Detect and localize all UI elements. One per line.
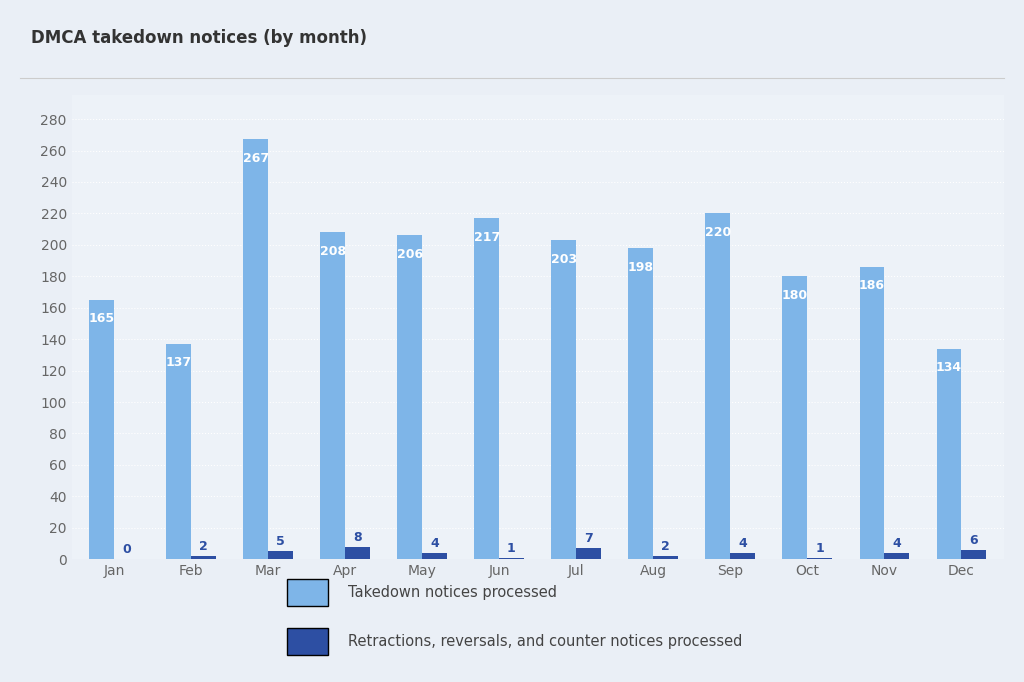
Bar bbox=[730, 553, 755, 559]
Bar bbox=[577, 548, 601, 559]
FancyBboxPatch shape bbox=[287, 579, 328, 606]
Bar bbox=[859, 267, 884, 559]
Text: 2: 2 bbox=[662, 540, 670, 553]
Text: Retractions, reversals, and counter notices processed: Retractions, reversals, and counter noti… bbox=[348, 634, 742, 649]
Text: 267: 267 bbox=[243, 152, 269, 165]
Text: 6: 6 bbox=[969, 533, 978, 547]
Text: 7: 7 bbox=[584, 532, 593, 545]
Text: 4: 4 bbox=[892, 537, 901, 550]
Text: DMCA takedown notices (by month): DMCA takedown notices (by month) bbox=[31, 29, 367, 46]
Text: 5: 5 bbox=[276, 535, 285, 548]
Bar bbox=[629, 248, 653, 559]
Bar bbox=[89, 300, 114, 559]
Text: 198: 198 bbox=[628, 261, 653, 273]
Text: 208: 208 bbox=[319, 245, 346, 258]
Bar bbox=[884, 553, 908, 559]
Bar bbox=[191, 556, 216, 559]
Text: 165: 165 bbox=[89, 312, 115, 325]
Bar bbox=[244, 140, 268, 559]
Text: 180: 180 bbox=[781, 289, 808, 302]
Text: 137: 137 bbox=[166, 357, 191, 370]
Bar bbox=[782, 276, 807, 559]
FancyBboxPatch shape bbox=[287, 628, 328, 655]
Bar bbox=[706, 213, 730, 559]
Bar bbox=[499, 558, 523, 559]
Text: 1: 1 bbox=[507, 542, 516, 554]
Text: 186: 186 bbox=[859, 280, 885, 293]
Text: 0: 0 bbox=[122, 543, 131, 556]
Bar bbox=[422, 553, 446, 559]
Text: 2: 2 bbox=[199, 540, 208, 553]
Bar bbox=[268, 551, 293, 559]
Text: 206: 206 bbox=[396, 248, 423, 261]
Text: 134: 134 bbox=[936, 361, 962, 374]
Text: 203: 203 bbox=[551, 253, 577, 266]
Bar bbox=[552, 240, 577, 559]
Bar bbox=[653, 556, 678, 559]
Bar bbox=[167, 344, 191, 559]
Bar bbox=[937, 349, 962, 559]
Bar bbox=[474, 218, 499, 559]
Text: 220: 220 bbox=[705, 226, 731, 239]
Bar bbox=[321, 233, 345, 559]
Text: 1: 1 bbox=[815, 542, 824, 554]
Bar bbox=[345, 547, 370, 559]
Text: Takedown notices processed: Takedown notices processed bbox=[348, 585, 557, 600]
Text: 217: 217 bbox=[474, 231, 500, 243]
Text: 4: 4 bbox=[738, 537, 746, 550]
Bar bbox=[397, 235, 422, 559]
Text: 4: 4 bbox=[430, 537, 438, 550]
Bar bbox=[807, 558, 831, 559]
Bar bbox=[962, 550, 986, 559]
Text: 8: 8 bbox=[353, 531, 361, 544]
